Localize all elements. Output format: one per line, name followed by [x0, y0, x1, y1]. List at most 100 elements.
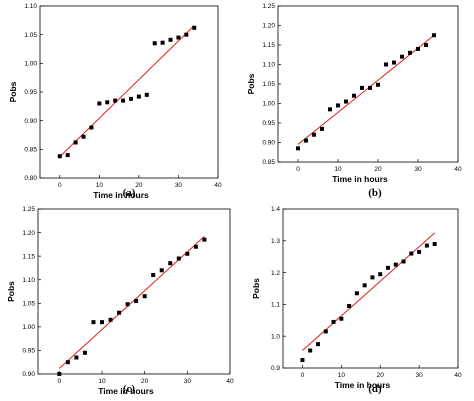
data-point	[376, 82, 380, 87]
data-point	[370, 275, 375, 280]
panel-c: 0 10 20 30 40 0.90 0.95 1.00 1.05 1.10 1.15 1.20 1.2…	[6, 206, 234, 396]
data-point	[168, 261, 173, 266]
data-point	[81, 134, 86, 139]
data-point	[176, 35, 181, 40]
y-tick-label: 1.10	[262, 62, 275, 69]
data-point	[328, 107, 332, 112]
y-tick-label: 1.0	[271, 333, 280, 340]
data-point	[360, 85, 364, 90]
x-tick-label: 40	[214, 182, 222, 189]
y-tick-label: 1.25	[22, 206, 35, 213]
data-point	[100, 320, 104, 325]
data-point	[193, 244, 198, 249]
y-tick-label: 1.20	[262, 23, 275, 30]
x-axis-title: Time in hours	[332, 174, 388, 184]
x-tick-label: 20	[374, 166, 382, 173]
x-axis-title: Time in hours	[98, 386, 154, 396]
y-tick-label: 1.10	[22, 277, 35, 284]
data-point	[168, 37, 173, 42]
data-point	[424, 43, 428, 47]
data-point	[125, 302, 130, 307]
x-tick-label: 30	[184, 378, 192, 385]
y-tick-label: 1.4	[271, 206, 280, 213]
data-point	[91, 320, 96, 325]
data-point	[159, 268, 164, 273]
data-point	[392, 60, 396, 65]
data-point	[65, 360, 70, 365]
data-point	[142, 294, 147, 299]
data-point	[336, 103, 340, 108]
data-point	[344, 99, 348, 104]
y-tick-label: 0.95	[24, 89, 37, 96]
y-axis-title: Pobs	[8, 81, 18, 102]
data-point	[136, 94, 141, 99]
x-tick-label: 30	[414, 166, 422, 173]
y-tick-label: 0.90	[262, 140, 275, 147]
data-point	[304, 138, 308, 143]
data-point	[386, 265, 390, 270]
data-point	[347, 303, 352, 308]
data-point	[417, 249, 422, 254]
y-tick-label: 1.2	[271, 270, 280, 277]
data-point	[432, 241, 437, 246]
data-point	[82, 350, 87, 355]
y-axis-title: Pobs	[246, 73, 256, 94]
data-point	[151, 273, 156, 277]
x-axis-title: Time in hours	[93, 190, 149, 200]
data-point	[192, 25, 197, 30]
panel-caption: (b)	[368, 187, 382, 199]
y-tick-label: 1.15	[262, 42, 275, 49]
x-axis-title: Time in hours	[335, 380, 391, 390]
data-point	[316, 342, 320, 347]
y-tick-label: 1.1	[271, 302, 280, 309]
x-tick-label: 0	[58, 182, 62, 189]
fit-line	[297, 34, 435, 145]
y-tick-label: 1.10	[24, 3, 37, 10]
y-tick-label: 1.00	[22, 324, 35, 331]
x-tick-label: 10	[96, 182, 104, 189]
data-point	[57, 154, 62, 159]
data-point	[134, 298, 139, 303]
data-point	[312, 132, 316, 137]
y-tick-label: 1.05	[24, 32, 37, 39]
fit-line	[59, 25, 195, 158]
data-point	[409, 251, 414, 256]
data-point	[416, 46, 420, 51]
data-point	[320, 126, 324, 131]
x-tick-label: 10	[98, 378, 106, 385]
data-point	[400, 54, 404, 59]
data-point	[384, 62, 388, 67]
y-tick-label: 1.15	[22, 253, 35, 260]
data-point	[128, 96, 133, 101]
data-point	[113, 98, 118, 103]
fit-line	[58, 235, 205, 369]
y-tick-label: 0.90	[22, 371, 35, 378]
data-point	[432, 33, 436, 38]
y-tick-label: 0.85	[24, 147, 37, 154]
data-point	[323, 329, 328, 334]
y-tick-label: 0.9	[271, 365, 280, 372]
data-point	[408, 50, 412, 55]
panel-caption: (a)	[123, 187, 136, 199]
data-point	[378, 272, 383, 277]
y-tick-label: 1.05	[262, 81, 275, 88]
data-point	[144, 92, 149, 97]
x-tick-label: 40	[226, 378, 234, 385]
data-point	[108, 317, 113, 322]
x-tick-label: 30	[175, 182, 183, 189]
data-point	[296, 146, 300, 151]
x-tick-label: 0	[301, 372, 305, 379]
data-point	[65, 153, 70, 158]
data-point	[152, 41, 157, 46]
x-tick-label: 40	[454, 166, 462, 173]
y-tick-label: 0.90	[24, 118, 37, 125]
x-tick-label: 20	[141, 378, 149, 385]
fit-line	[302, 232, 435, 351]
panel-d: 0 10 20 30 40 0.9 1.0 1.1 1.2 1.3 1.4 Time in hours…	[251, 206, 462, 395]
x-tick-label: 30	[415, 372, 423, 379]
data-point	[117, 310, 122, 315]
data-point	[339, 316, 344, 321]
data-point	[73, 140, 78, 145]
y-tick-label: 1.00	[262, 101, 275, 108]
